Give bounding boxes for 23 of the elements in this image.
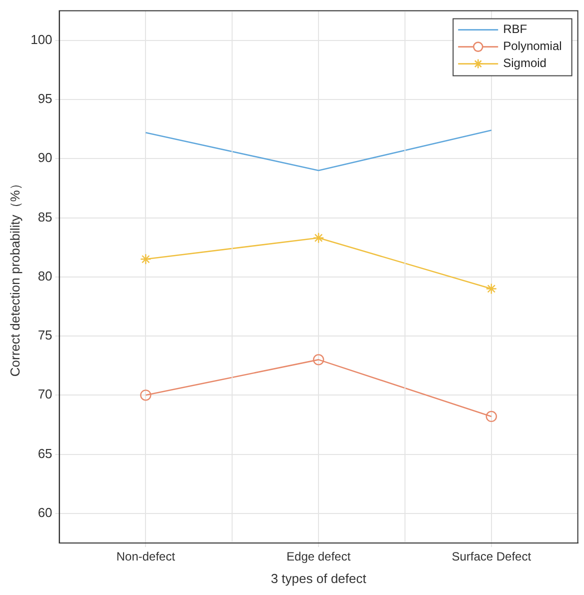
y-tick-label: 75	[38, 328, 52, 343]
y-tick-label: 70	[38, 386, 52, 402]
legend-label: Sigmoid	[503, 56, 546, 70]
y-tick-label: 60	[38, 505, 52, 520]
legend-label: RBF	[503, 22, 528, 36]
point	[140, 254, 152, 265]
x-tick-label: Surface Defect	[452, 550, 532, 564]
y-axis-title: Correct detection probability（%）	[7, 177, 22, 377]
point	[312, 354, 324, 366]
y-tick-label: 80	[38, 268, 52, 284]
point	[312, 232, 324, 244]
y-tick-label: 95	[38, 91, 52, 106]
point	[486, 283, 497, 294]
x-axis-title: 3 types of defect	[270, 570, 367, 586]
y-tick-label: 90	[38, 150, 52, 166]
point	[486, 410, 497, 422]
y-tick-label: 65	[38, 446, 52, 461]
x-tick-label: Edge defect	[286, 550, 352, 564]
legend-label: Polynomial	[503, 39, 562, 54]
y-tick-label: 100	[30, 32, 52, 47]
x-tick-label: Non-defect	[116, 550, 176, 564]
point	[140, 390, 152, 401]
y-tick-label: 85	[38, 209, 52, 224]
